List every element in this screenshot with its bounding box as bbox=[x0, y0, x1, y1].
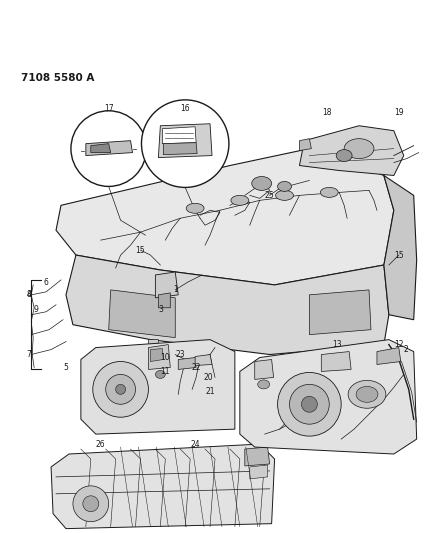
Ellipse shape bbox=[258, 380, 270, 389]
Polygon shape bbox=[245, 447, 270, 466]
Circle shape bbox=[73, 486, 109, 522]
Polygon shape bbox=[240, 340, 417, 454]
Polygon shape bbox=[51, 444, 275, 529]
Ellipse shape bbox=[336, 150, 352, 161]
Text: 20: 20 bbox=[203, 373, 213, 382]
Text: 7108 5580 A: 7108 5580 A bbox=[21, 73, 95, 83]
Text: 2: 2 bbox=[403, 345, 408, 354]
Polygon shape bbox=[158, 293, 170, 308]
Text: 15: 15 bbox=[394, 251, 404, 260]
Ellipse shape bbox=[252, 176, 272, 190]
Ellipse shape bbox=[155, 370, 165, 378]
Polygon shape bbox=[150, 349, 163, 361]
Text: 15: 15 bbox=[136, 246, 145, 255]
Text: 7: 7 bbox=[27, 350, 32, 359]
Ellipse shape bbox=[278, 181, 291, 191]
Text: 10: 10 bbox=[160, 353, 170, 362]
Ellipse shape bbox=[276, 190, 294, 200]
Polygon shape bbox=[86, 141, 133, 156]
Text: 13: 13 bbox=[333, 340, 342, 349]
Text: 3: 3 bbox=[158, 305, 163, 314]
Polygon shape bbox=[255, 360, 273, 379]
Polygon shape bbox=[250, 465, 268, 479]
Polygon shape bbox=[155, 272, 178, 298]
Text: 16: 16 bbox=[180, 104, 190, 114]
Ellipse shape bbox=[344, 139, 374, 158]
Polygon shape bbox=[150, 366, 156, 372]
Polygon shape bbox=[300, 126, 404, 175]
Text: 6: 6 bbox=[44, 278, 48, 287]
Text: 5: 5 bbox=[63, 363, 68, 372]
Text: 24: 24 bbox=[190, 440, 200, 449]
Ellipse shape bbox=[356, 386, 378, 402]
Text: 4: 4 bbox=[27, 290, 32, 300]
Text: 19: 19 bbox=[394, 108, 404, 117]
Polygon shape bbox=[178, 358, 196, 369]
Polygon shape bbox=[377, 348, 401, 365]
Circle shape bbox=[71, 111, 146, 187]
Circle shape bbox=[278, 373, 341, 436]
Polygon shape bbox=[149, 345, 170, 369]
Text: 12: 12 bbox=[394, 340, 404, 349]
Polygon shape bbox=[163, 143, 197, 155]
Text: 9: 9 bbox=[34, 305, 39, 314]
Polygon shape bbox=[91, 144, 111, 152]
Text: 25: 25 bbox=[265, 191, 274, 200]
Polygon shape bbox=[195, 354, 212, 366]
Text: 21: 21 bbox=[205, 387, 215, 396]
Circle shape bbox=[116, 384, 125, 394]
Polygon shape bbox=[109, 290, 175, 337]
Circle shape bbox=[93, 361, 149, 417]
Text: 1: 1 bbox=[173, 285, 178, 294]
Circle shape bbox=[289, 384, 329, 424]
Ellipse shape bbox=[186, 203, 204, 213]
Text: 8: 8 bbox=[27, 290, 32, 300]
Circle shape bbox=[83, 496, 99, 512]
Ellipse shape bbox=[231, 196, 249, 205]
Ellipse shape bbox=[348, 381, 386, 408]
Text: 26: 26 bbox=[96, 440, 106, 449]
Polygon shape bbox=[321, 352, 351, 372]
Polygon shape bbox=[81, 340, 235, 434]
Polygon shape bbox=[149, 340, 160, 354]
Polygon shape bbox=[56, 149, 394, 285]
Text: 11: 11 bbox=[160, 367, 170, 376]
Text: 23: 23 bbox=[175, 350, 185, 359]
Text: 17: 17 bbox=[104, 104, 113, 114]
Polygon shape bbox=[384, 175, 417, 320]
Ellipse shape bbox=[320, 188, 338, 197]
Polygon shape bbox=[162, 127, 196, 144]
Polygon shape bbox=[309, 290, 371, 335]
Circle shape bbox=[106, 375, 136, 404]
Circle shape bbox=[301, 397, 317, 412]
Text: 22: 22 bbox=[191, 363, 201, 372]
Polygon shape bbox=[300, 139, 311, 151]
Circle shape bbox=[142, 100, 229, 188]
Polygon shape bbox=[66, 255, 389, 354]
Polygon shape bbox=[158, 124, 212, 158]
Text: 18: 18 bbox=[323, 108, 332, 117]
